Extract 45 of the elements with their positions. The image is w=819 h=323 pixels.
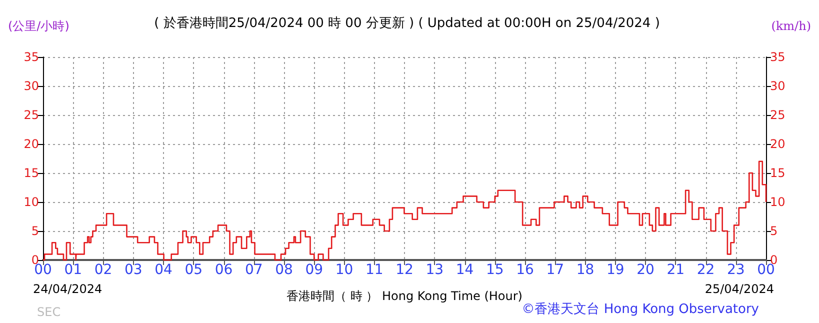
y-tick-label: 10 [24,195,39,209]
x-tick-label: 14 [456,262,474,278]
text: ©香港天文台 Hong Kong Observatory [522,302,760,317]
text: 24/04/2024 [33,282,102,296]
x-tick-label: 18 [576,262,594,278]
y2-tick-label: 25 [770,108,786,122]
x-tick-label: 11 [365,262,384,278]
y-tick-label: 35 [24,50,39,64]
x-tick-label: 15 [486,262,504,278]
y-tick-label: 5 [31,224,39,238]
x-tick-label: 19 [606,262,624,278]
y-tick-label: 20 [24,137,39,151]
x-tick-label: 06 [214,262,233,278]
x-tick-label: 12 [396,262,414,278]
y-tick-label: 15 [24,166,39,180]
x-tick-label: 09 [305,262,324,278]
chart-title: ( 於香港時間25/04/2024 00 時 00 分更新 ) ( Updated at 00:00H on 25/04/2024 ) [154,16,660,31]
x-tick-label: 22 [696,262,715,278]
x-tick-label: 01 [64,262,82,278]
text: 25/04/2024 [704,282,774,296]
x-tick-label: 03 [124,262,142,278]
y2-tick-label: 30 [770,79,786,93]
y-tick-label: 25 [24,108,39,122]
y2-tick-label: 20 [770,137,786,151]
x-tick-label: 20 [636,262,654,278]
text: SEC [37,305,61,319]
y2-tick-label: 15 [770,166,786,180]
x-tick-label: 13 [426,262,444,278]
x-tick-label: 07 [244,262,263,278]
y-tick-label: 30 [24,79,39,93]
x-tick-label: 10 [335,262,354,278]
y2-tick-label: 35 [770,50,786,64]
x-tick-label: 02 [94,262,112,278]
x-axis-title: 香港時間（ 時 ） Hong Kong Time (Hour) [286,289,522,303]
x-tick-label: 16 [516,262,534,278]
y2-tick-label: 10 [770,195,786,209]
y2-axis-title: (km/h) [771,19,812,33]
x-tick-label: 23 [726,262,745,278]
x-tick-label: 17 [546,262,564,278]
y-axis-title: (公里/小時) [8,19,70,33]
x-tick-label: 08 [275,262,293,278]
y2-tick-label: 5 [770,224,778,238]
x-tick-label: 21 [666,262,685,278]
x-tick-label: 05 [184,262,203,278]
x-tick-label: 04 [154,262,172,278]
